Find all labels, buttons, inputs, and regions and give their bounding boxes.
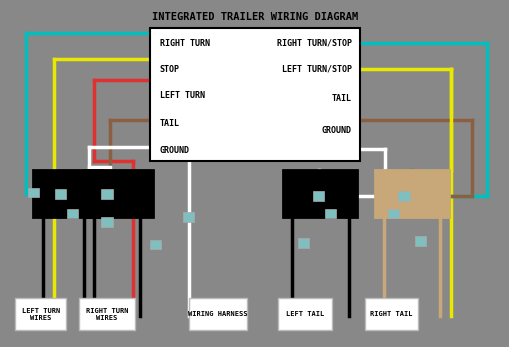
Text: LEFT TURN
WIRES: LEFT TURN WIRES (21, 307, 60, 321)
Bar (101, 189, 112, 199)
Bar (277, 298, 331, 330)
Bar (282, 170, 356, 217)
Text: RIGHT TURN/STOP: RIGHT TURN/STOP (276, 39, 351, 48)
Bar (398, 191, 409, 201)
Text: LEFT TAIL: LEFT TAIL (285, 311, 323, 317)
Bar (387, 209, 399, 218)
Bar (150, 28, 359, 161)
Text: GROUND: GROUND (321, 126, 351, 135)
Bar (374, 170, 448, 217)
Text: LEFT TURN/STOP: LEFT TURN/STOP (281, 65, 351, 74)
Text: TAIL: TAIL (159, 119, 179, 128)
Bar (324, 209, 335, 218)
Text: WIRING HARNESS: WIRING HARNESS (188, 311, 247, 317)
Text: LEFT TURN: LEFT TURN (159, 91, 204, 100)
Bar (188, 298, 247, 330)
Text: INTEGRATED TRAILER WIRING DIAGRAM: INTEGRATED TRAILER WIRING DIAGRAM (152, 12, 357, 22)
Bar (364, 298, 417, 330)
Bar (79, 298, 135, 330)
Bar (101, 217, 112, 227)
Bar (54, 189, 66, 199)
Text: TAIL: TAIL (331, 94, 351, 103)
Bar (414, 236, 426, 246)
Bar (313, 191, 324, 201)
Text: RIGHT TURN: RIGHT TURN (159, 39, 209, 48)
Text: STOP: STOP (159, 65, 179, 74)
Text: RIGHT TURN
WIRES: RIGHT TURN WIRES (86, 307, 128, 321)
Bar (67, 209, 78, 218)
Text: RIGHT TAIL: RIGHT TAIL (370, 311, 412, 317)
Bar (15, 298, 66, 330)
Bar (84, 170, 153, 217)
Bar (183, 212, 194, 222)
Text: GROUND: GROUND (159, 146, 189, 155)
Bar (150, 240, 161, 249)
Bar (297, 238, 308, 248)
Bar (33, 170, 102, 217)
Bar (27, 188, 39, 197)
